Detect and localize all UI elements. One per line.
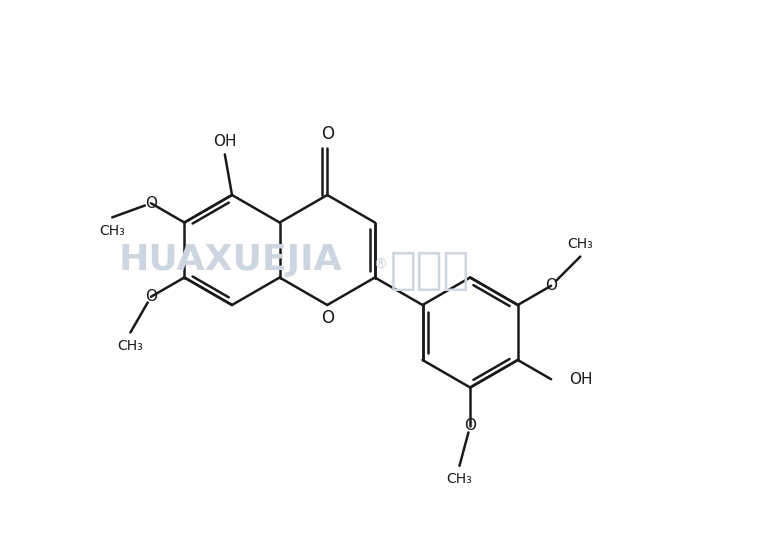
Text: CH₃: CH₃	[567, 236, 593, 250]
Text: O: O	[145, 290, 157, 304]
Text: CH₃: CH₃	[447, 472, 472, 486]
Text: HUAXUEJIA: HUAXUEJIA	[118, 243, 342, 277]
Text: O: O	[320, 309, 334, 327]
Text: OH: OH	[213, 134, 236, 149]
Text: 化学加: 化学加	[390, 249, 470, 292]
Text: O: O	[320, 125, 334, 143]
Text: CH₃: CH₃	[117, 339, 144, 353]
Text: ®: ®	[373, 258, 387, 272]
Text: CH₃: CH₃	[100, 225, 125, 239]
Text: OH: OH	[569, 372, 593, 387]
Text: O: O	[545, 278, 557, 293]
Text: O: O	[464, 418, 476, 433]
Text: O: O	[145, 196, 157, 211]
